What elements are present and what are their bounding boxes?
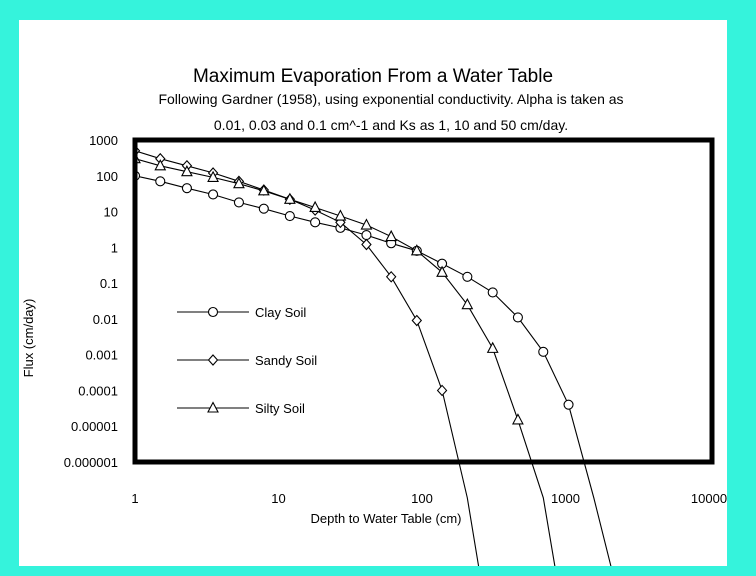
chart-subtitle-line-2: 0.01, 0.03 and 0.1 cm^-1 and Ks as 1, 10… bbox=[214, 117, 568, 133]
series-layer bbox=[135, 144, 612, 566]
data-point-silty-soil bbox=[154, 159, 167, 171]
data-point-clay-soil bbox=[538, 346, 549, 357]
data-point-sandy-soil bbox=[411, 314, 423, 327]
y-tick-label: 1 bbox=[111, 240, 118, 255]
legend-label-clay-soil: Clay Soil bbox=[255, 305, 306, 320]
y-tick-label: 0.0001 bbox=[78, 383, 118, 398]
series-line-silty-soil bbox=[135, 158, 556, 566]
data-point-silty-soil bbox=[233, 177, 245, 189]
data-point-clay-soil bbox=[284, 210, 295, 222]
data-point-clay-soil bbox=[155, 176, 166, 187]
data-point-silty-soil bbox=[512, 413, 524, 425]
legend-label-sandy-soil: Sandy Soil bbox=[255, 353, 317, 368]
data-point-silty-soil bbox=[360, 218, 373, 230]
y-tick-label: 0.001 bbox=[85, 348, 118, 363]
y-tick-label: 100 bbox=[96, 169, 118, 184]
data-point-silty-soil bbox=[257, 184, 270, 196]
legend-marker-clay-soil bbox=[207, 306, 219, 318]
x-tick-label: 100 bbox=[411, 491, 433, 506]
x-tick-label: 1 bbox=[131, 491, 138, 506]
data-point-clay-soil bbox=[233, 197, 244, 208]
legend: Clay Soil Sandy Soil Silty Soil bbox=[177, 305, 317, 416]
chart-subtitle-line-1: Following Gardner (1958), using exponent… bbox=[158, 91, 623, 107]
data-point-silty-soil bbox=[436, 265, 448, 277]
data-point-sandy-soil bbox=[361, 238, 372, 251]
data-point-silty-soil bbox=[309, 200, 322, 213]
data-point-silty-soil bbox=[461, 297, 474, 310]
legend-marker-sandy-soil bbox=[207, 354, 219, 366]
data-point-clay-soil bbox=[258, 203, 269, 214]
flux-chart: Maximum Evaporation From a Water Table F… bbox=[21, 66, 727, 566]
x-axis-ticks: 1 10 100 1000 10000 bbox=[131, 491, 727, 506]
data-point-clay-soil bbox=[563, 399, 574, 410]
data-point-sandy-soil bbox=[385, 270, 397, 283]
y-axis-label: Flux (cm/day) bbox=[21, 299, 36, 378]
data-point-silty-soil bbox=[283, 192, 296, 204]
chart-title: Maximum Evaporation From a Water Table bbox=[193, 66, 553, 87]
data-point-silty-soil bbox=[207, 170, 219, 182]
y-tick-label: 10 bbox=[104, 205, 118, 220]
x-tick-label: 10 bbox=[271, 491, 285, 506]
legend-label-silty-soil: Silty Soil bbox=[255, 401, 305, 416]
data-point-clay-soil bbox=[487, 287, 498, 298]
y-tick-label: 0.1 bbox=[100, 276, 118, 291]
data-point-clay-soil bbox=[181, 183, 192, 194]
y-axis-ticks: 1000 100 10 1 0.1 0.01 0.001 0.0001 0.00001 0.000… bbox=[64, 133, 118, 470]
data-point-silty-soil bbox=[385, 229, 398, 242]
data-point-clay-soil bbox=[208, 189, 219, 200]
data-point-silty-soil bbox=[180, 165, 193, 177]
x-axis-label: Depth to Water Table (cm) bbox=[311, 511, 462, 526]
series-line-clay-soil bbox=[135, 175, 612, 566]
y-tick-label: 0.01 bbox=[93, 312, 118, 327]
data-point-clay-soil bbox=[310, 217, 321, 228]
y-tick-label: 1000 bbox=[89, 133, 118, 148]
data-point-silty-soil bbox=[486, 341, 499, 353]
chart-frame: Maximum Evaporation From a Water Table F… bbox=[19, 20, 727, 566]
data-point-clay-soil bbox=[512, 312, 523, 323]
data-point-sandy-soil bbox=[436, 384, 448, 397]
legend-marker-silty-soil bbox=[207, 401, 219, 413]
plot-area-border bbox=[132, 137, 715, 465]
data-point-silty-soil bbox=[410, 244, 423, 256]
y-tick-label: 0.000001 bbox=[64, 455, 118, 470]
data-point-silty-soil bbox=[334, 209, 347, 221]
data-point-clay-soil bbox=[462, 271, 473, 282]
data-point-clay-soil bbox=[361, 230, 372, 241]
y-tick-label: 0.00001 bbox=[71, 419, 118, 434]
x-tick-label: 1000 bbox=[551, 491, 580, 506]
x-tick-label: 10000 bbox=[691, 491, 727, 506]
